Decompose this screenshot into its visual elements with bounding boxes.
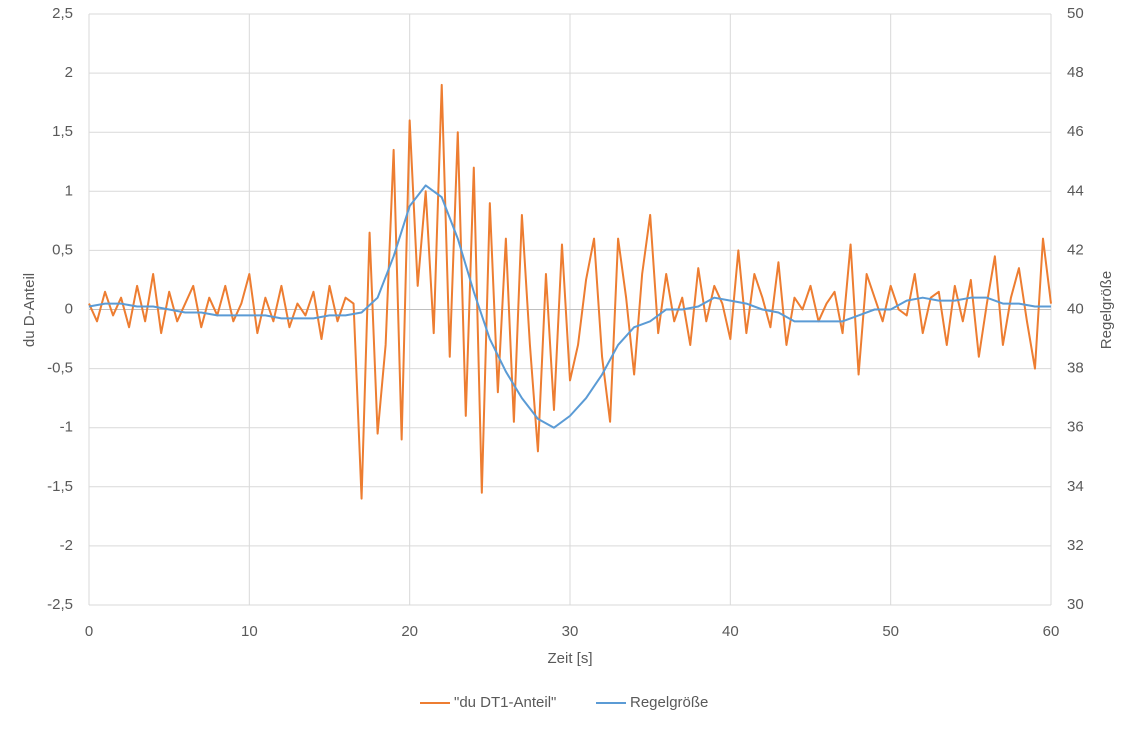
y-tick-label: -1 <box>60 419 73 436</box>
y-tick-label: 2,5 <box>52 5 73 22</box>
y-tick-label: 1,5 <box>52 123 73 140</box>
y-tick-label: -1,5 <box>47 478 73 495</box>
y-tick-label: 1 <box>65 182 73 199</box>
y2-tick-label: 50 <box>1067 5 1084 22</box>
y-axis-title: du D-Anteil <box>21 273 38 347</box>
y2-tick-label: 38 <box>1067 360 1084 377</box>
x-tick-label: 40 <box>722 623 739 640</box>
x-tick-label: 50 <box>882 623 899 640</box>
x-tick-label: 60 <box>1043 623 1060 640</box>
y2-tick-label: 48 <box>1067 64 1084 81</box>
y2-tick-label: 44 <box>1067 182 1084 199</box>
y2-tick-label: 30 <box>1067 596 1084 613</box>
y2-tick-label: 32 <box>1067 537 1084 554</box>
y2-tick-label: 42 <box>1067 241 1084 258</box>
y-tick-label: 0 <box>65 300 73 317</box>
y-tick-label: -0,5 <box>47 360 73 377</box>
x-tick-label: 0 <box>85 623 93 640</box>
legend-label: Regelgröße <box>630 694 708 711</box>
y2-axis-title: Regelgröße <box>1098 271 1115 349</box>
y-tick-label: 2 <box>65 64 73 81</box>
series-line <box>88 83 1052 500</box>
y2-tick-label: 34 <box>1067 478 1084 495</box>
y-tick-label: -2 <box>60 537 73 554</box>
y2-tick-label: 46 <box>1067 123 1084 140</box>
y-tick-label: 0,5 <box>52 241 73 258</box>
legend-label: "du DT1-Anteil" <box>454 694 556 711</box>
x-tick-label: 10 <box>241 623 258 640</box>
y2-tick-label: 40 <box>1067 300 1084 317</box>
y2-tick-label: 36 <box>1067 419 1084 436</box>
x-tick-label: 20 <box>401 623 418 640</box>
series-line <box>88 184 1051 429</box>
x-tick-label: 30 <box>562 623 579 640</box>
y-tick-label: -2,5 <box>47 596 73 613</box>
x-axis-title: Zeit [s] <box>547 650 592 667</box>
